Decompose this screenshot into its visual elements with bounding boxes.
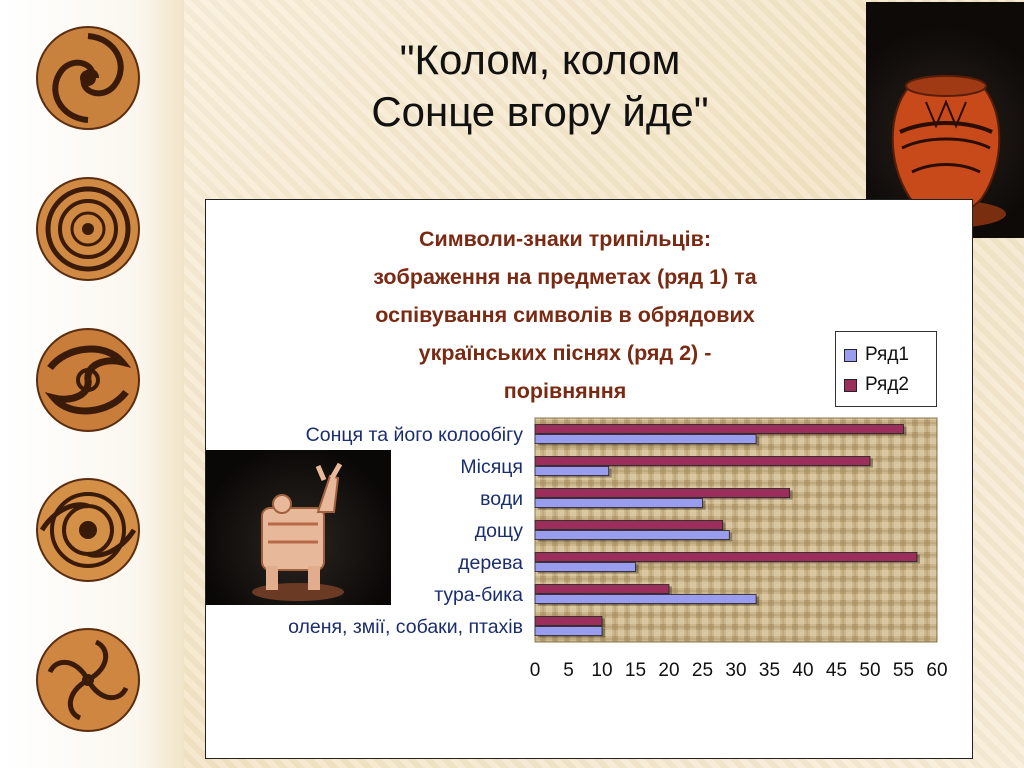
x-tick-label: 60 — [926, 660, 947, 681]
x-tick-label: 35 — [759, 660, 780, 681]
swirl-ornament-medallion-3 — [36, 328, 140, 432]
concentric-ornament-medallion-2 — [36, 177, 140, 281]
category-labels: Сонця та його колообігу Місяця води дощу дер… — [288, 424, 523, 638]
bar-series-1-cat-1 — [534, 434, 757, 444]
category-label-7: оленя, змії, собаки, птахів — [288, 616, 523, 638]
wave-ornament-medallion-5 — [36, 628, 140, 732]
chart-legend: Ряд1 Ряд2 — [835, 331, 937, 407]
bar-series-2-cat-4 — [534, 520, 724, 530]
chart-title-line-2: зображення на предметах (ряд 1) та — [373, 265, 757, 289]
slide-title: "Колом, колом Сонце вгору йде" — [290, 34, 790, 138]
category-label-6: тура-бика — [434, 584, 523, 606]
trypillian-pot-photo — [866, 2, 1024, 238]
category-label-5: дерева — [458, 552, 523, 574]
category-label-3: води — [480, 488, 523, 510]
x-tick-label: 0 — [530, 660, 541, 681]
legend-entry-series-2: Ряд2 — [844, 372, 909, 398]
bar-series-1-cat-7 — [534, 626, 603, 636]
chart-title-line-3: оспівування символів в обрядових — [375, 303, 755, 327]
x-tick-label: 20 — [658, 660, 679, 681]
bar-series-1-cat-6 — [534, 594, 757, 604]
bar-series-1-cat-5 — [534, 562, 636, 572]
bar-series-2-cat-5 — [534, 552, 918, 562]
category-label-1: Сонця та його колообігу — [306, 424, 524, 446]
figurine-picture — [252, 462, 344, 601]
x-tick-label: 25 — [692, 660, 713, 681]
legend-entry-series-1: Ряд1 — [844, 342, 909, 368]
bar-series-2-cat-7 — [534, 616, 603, 626]
spiral-ornament-medallion-1 — [36, 26, 140, 130]
legend-swatch-series-1 — [844, 348, 857, 362]
x-tick-labels: 0 5 10 15 20 25 30 35 40 45 50 55 60 — [530, 660, 948, 681]
bar-series-2-cat-6 — [534, 584, 670, 594]
x-tick-label: 10 — [591, 660, 612, 681]
x-tick-label: 15 — [625, 660, 646, 681]
legend-label-series-2: Ряд2 — [865, 374, 909, 395]
bar-series-1-cat-3 — [534, 498, 703, 508]
bars — [534, 424, 920, 638]
bar-series-1-cat-2 — [534, 466, 610, 476]
x-tick-label: 55 — [893, 660, 914, 681]
chart-title-line-1: Символи-знаки трипільців: — [418, 227, 712, 251]
legend-label-series-1: Ряд1 — [865, 344, 909, 365]
slide-title-line-1: "Колом, колом — [399, 36, 681, 83]
legend-swatch-series-2 — [844, 378, 857, 392]
chart-title-line-5: порівняння — [503, 379, 627, 403]
bar-series-2-cat-1 — [534, 424, 904, 434]
x-tick-label: 5 — [563, 660, 574, 681]
bar-series-1-cat-4 — [534, 530, 730, 540]
category-label-4: дощу — [475, 520, 523, 542]
category-label-2: Місяця — [460, 456, 523, 478]
x-tick-label: 30 — [725, 660, 746, 681]
bar-series-2-cat-2 — [534, 456, 871, 466]
bull-figurine-photo — [206, 450, 391, 605]
chart-title-line-4: українських піснях (ряд 2) - — [418, 341, 712, 365]
spiral-ornament-medallion-4 — [36, 478, 140, 582]
chart-title: Символи-знаки трипільців: зображення на … — [295, 220, 835, 410]
x-tick-label: 45 — [826, 660, 847, 681]
plot-area — [534, 417, 938, 643]
slide-title-line-2: Сонце вгору йде" — [371, 88, 709, 135]
x-tick-label: 40 — [792, 660, 813, 681]
x-tick-label: 50 — [859, 660, 880, 681]
bar-series-2-cat-3 — [534, 488, 791, 498]
